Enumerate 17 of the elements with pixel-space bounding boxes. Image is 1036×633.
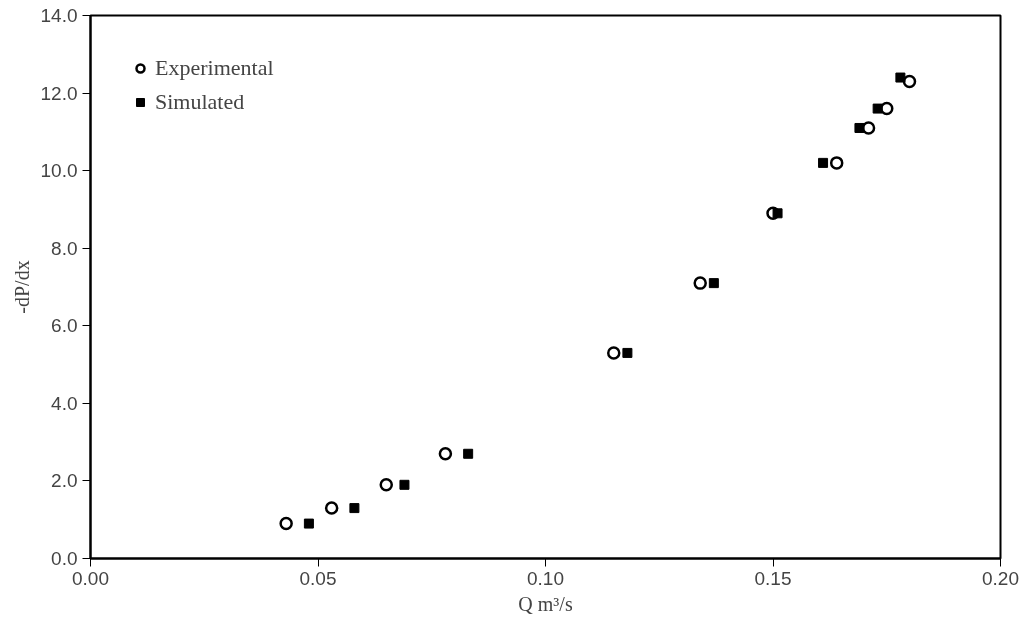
y-tick-label: 14.0 — [40, 5, 78, 26]
y-tick-label: 10.0 — [40, 160, 78, 182]
legend-label: Simulated — [155, 89, 245, 115]
x-tick-label: 0.00 — [72, 567, 109, 589]
y-tick-label: 2.0 — [51, 470, 78, 492]
y-axis-title: -dP/dx — [10, 260, 33, 314]
y-tick-label: 12.0 — [40, 82, 78, 104]
x-tick-label: 0.05 — [299, 567, 337, 589]
y-tick-label: 6.0 — [51, 315, 78, 337]
x-axis-title: Q m³/s — [518, 592, 573, 615]
x-tick-label: 0.10 — [527, 567, 564, 589]
x-tick-label: 0.20 — [982, 567, 1019, 589]
legend-label: Experimental — [155, 55, 274, 81]
y-tick-label: 0.0 — [51, 548, 78, 569]
y-tick-label: 4.0 — [51, 392, 78, 414]
y-tick-label: 8.0 — [51, 237, 78, 259]
x-tick-label: 0.15 — [754, 567, 792, 589]
